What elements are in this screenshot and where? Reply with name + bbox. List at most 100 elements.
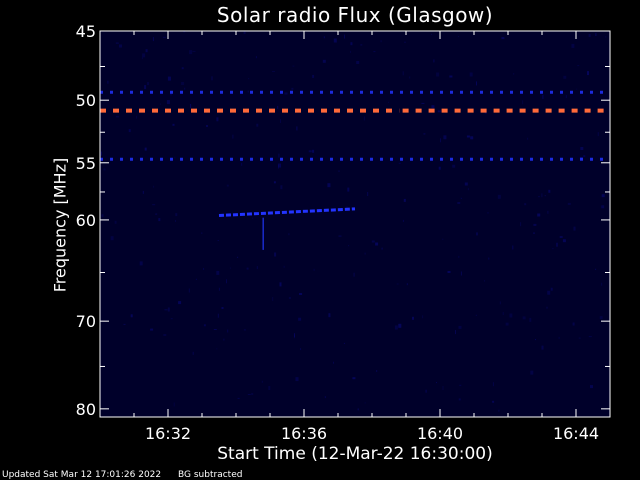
noise-speck xyxy=(590,385,593,389)
noise-speck xyxy=(512,245,514,250)
noise-speck xyxy=(142,53,146,58)
noise-speck xyxy=(203,267,205,270)
noise-speck xyxy=(333,38,337,43)
noise-speck xyxy=(247,90,249,93)
noise-speck xyxy=(476,81,477,86)
x-axis-label: Start Time (12-Mar-22 16:30:00) xyxy=(217,444,493,464)
noise-speck xyxy=(572,322,575,326)
noise-speck xyxy=(458,255,460,258)
noise-speck xyxy=(188,288,190,293)
noise-speck xyxy=(452,164,456,168)
noise-speck xyxy=(459,384,462,386)
noise-speck xyxy=(216,270,220,275)
noise-speck xyxy=(548,189,551,193)
noise-speck xyxy=(114,220,117,224)
noise-speck xyxy=(192,351,194,355)
noise-speck xyxy=(323,36,325,39)
noise-speck xyxy=(541,345,544,350)
noise-speck xyxy=(181,82,185,85)
noise-speck xyxy=(488,257,490,260)
noise-speck xyxy=(226,184,229,187)
noise-speck xyxy=(183,31,186,33)
noise-speck xyxy=(343,342,345,344)
noise-speck xyxy=(422,315,424,319)
y-tick-label: 60 xyxy=(76,211,96,230)
noise-speck xyxy=(524,203,527,206)
noise-speck xyxy=(278,164,279,169)
noise-speck xyxy=(542,94,544,99)
noise-speck xyxy=(167,307,170,312)
noise-speck xyxy=(567,202,571,205)
noise-speck xyxy=(272,297,274,301)
noise-speck xyxy=(484,280,485,282)
noise-speck xyxy=(107,80,109,84)
noise-speck xyxy=(142,190,144,194)
noise-speck xyxy=(174,156,176,159)
noise-speck xyxy=(158,218,161,222)
noise-speck xyxy=(283,265,285,268)
noise-speck xyxy=(312,149,315,153)
noise-speck xyxy=(601,194,605,198)
noise-speck xyxy=(577,65,580,67)
noise-speck xyxy=(502,312,504,315)
noise-speck xyxy=(438,166,441,170)
noise-speck xyxy=(513,73,515,75)
noise-speck xyxy=(458,398,461,401)
y-tick-label: 55 xyxy=(76,154,96,173)
y-tick-label: 50 xyxy=(76,91,96,110)
noise-speck xyxy=(460,197,462,199)
noise-speck xyxy=(213,329,217,330)
noise-speck xyxy=(498,409,500,412)
noise-speck xyxy=(402,219,404,222)
noise-speck xyxy=(101,214,104,218)
noise-speck xyxy=(467,188,469,191)
noise-speck xyxy=(294,334,295,339)
noise-speck xyxy=(402,71,404,76)
x-tick-label: 16:36 xyxy=(281,424,327,443)
noise-speck xyxy=(533,232,535,234)
noise-speck xyxy=(469,72,473,77)
noise-speck xyxy=(327,183,331,188)
noise-speck xyxy=(364,402,366,404)
noise-speck xyxy=(394,325,398,330)
noise-speck xyxy=(128,129,131,133)
chart-title: Solar radio Flux (Glasgow) xyxy=(216,3,494,27)
noise-speck xyxy=(556,242,558,247)
noise-speck xyxy=(288,233,290,236)
noise-speck xyxy=(353,272,355,277)
noise-speck xyxy=(181,67,184,70)
noise-speck xyxy=(492,382,494,387)
noise-speck xyxy=(559,236,563,238)
noise-speck xyxy=(226,279,227,284)
noise-speck xyxy=(597,132,599,137)
noise-speck xyxy=(163,334,167,336)
noise-speck xyxy=(119,44,122,48)
noise-speck xyxy=(431,105,435,109)
noise-speck xyxy=(247,394,251,395)
noise-speck xyxy=(549,162,551,164)
noise-speck xyxy=(547,290,551,295)
noise-speck xyxy=(130,314,133,318)
noise-speck xyxy=(280,119,281,123)
noise-speck xyxy=(576,88,578,90)
noise-speck xyxy=(312,74,315,78)
noise-speck xyxy=(295,377,299,382)
noise-speck xyxy=(562,239,566,243)
noise-speck xyxy=(273,181,276,184)
noise-speck xyxy=(605,36,607,38)
noise-speck xyxy=(595,268,597,270)
noise-speck xyxy=(522,100,524,105)
noise-speck xyxy=(398,323,402,328)
noise-speck xyxy=(277,105,279,109)
noise-speck xyxy=(464,182,468,186)
x-tick-label: 16:44 xyxy=(553,424,599,443)
noise-speck xyxy=(583,155,586,158)
noise-speck xyxy=(522,316,526,320)
noise-speck xyxy=(357,408,359,411)
noise-speck xyxy=(535,339,536,341)
noise-speck xyxy=(442,386,444,390)
noise-speck xyxy=(565,95,567,99)
noise-speck xyxy=(144,85,147,90)
noise-speck xyxy=(184,87,186,90)
noise-speck xyxy=(256,123,259,127)
